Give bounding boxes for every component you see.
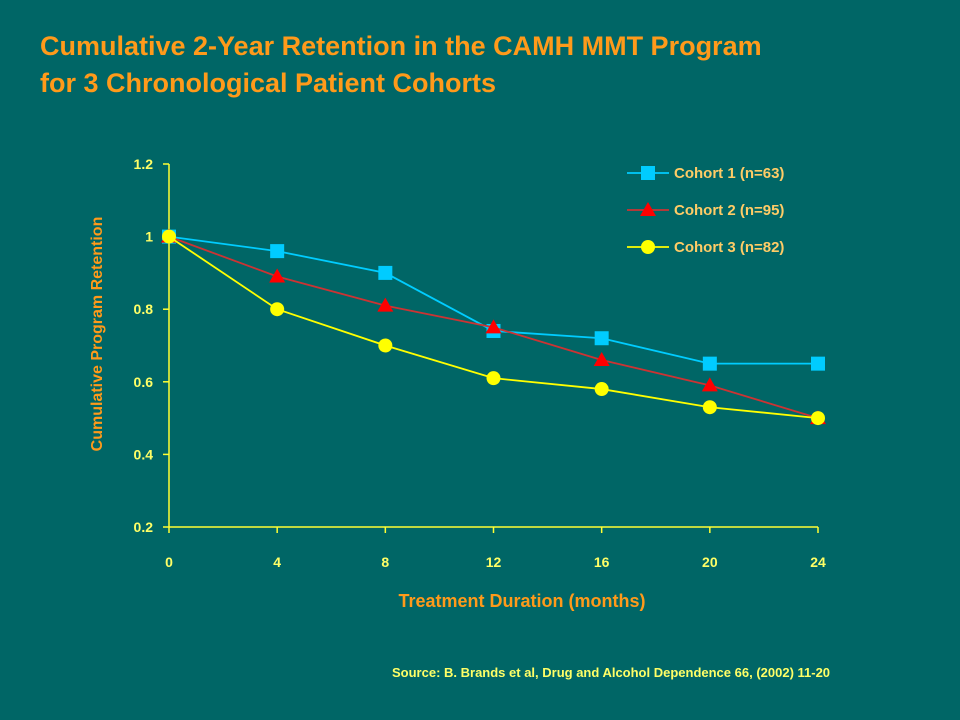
data-point-circle: [378, 338, 393, 353]
data-point-square: [702, 356, 717, 371]
data-point-square: [594, 331, 609, 346]
title-line-2: for 3 Chronological Patient Cohorts: [40, 68, 497, 98]
legend-marker-circle: [641, 240, 655, 254]
axes: 0.2 0.4 0.6 0.8 1 1.2 0 4 8 12 16 20 24 Treatment Dur…: [89, 156, 826, 611]
x-tick-label: 12: [486, 554, 502, 570]
x-tick-label: 0: [165, 554, 173, 570]
data-point-square: [270, 244, 285, 259]
y-axis-title: Cumulative Program Retention: [89, 217, 106, 452]
legend-label: Cohort 2 (n=95): [674, 202, 784, 219]
legend-marker-square: [641, 166, 655, 180]
legend-entry-cohort-3: Cohort 3 (n=82): [627, 239, 784, 256]
data-point-circle: [162, 229, 176, 244]
y-tick-label: 1.2: [134, 156, 154, 172]
legend: Cohort 1 (n=63) Cohort 2 (n=95) Cohort 3 (…: [627, 165, 784, 256]
source-citation: Source: B. Brands et al, Drug and Alcoho…: [392, 665, 831, 680]
data-point-square: [811, 356, 825, 371]
legend-label: Cohort 1 (n=63): [674, 165, 784, 182]
data-point-circle: [702, 400, 717, 415]
data-point-circle: [811, 411, 825, 426]
page-title: Cumulative 2-Year Retention in the CAMH …: [40, 28, 940, 102]
legend-marker-triangle: [640, 202, 656, 216]
data-point-triangle: [593, 352, 610, 367]
x-tick-label: 24: [810, 554, 826, 570]
data-point-square: [378, 265, 393, 280]
series-cohort-2: [161, 228, 826, 425]
legend-entry-cohort-1: Cohort 1 (n=63): [627, 165, 784, 182]
series-group: [161, 228, 826, 426]
y-tick-label: 0.4: [134, 446, 154, 462]
x-tick-label: 20: [702, 554, 718, 570]
x-tick-label: 8: [381, 554, 389, 570]
x-axis-title: Treatment Duration (months): [398, 591, 645, 611]
title-line-1: Cumulative 2-Year Retention in the CAMH …: [40, 31, 762, 61]
data-point-triangle: [377, 297, 394, 312]
y-tick-label: 0.6: [134, 374, 154, 390]
y-tick-label: 1: [145, 229, 153, 245]
legend-label: Cohort 3 (n=82): [674, 239, 784, 256]
legend-entry-cohort-2: Cohort 2 (n=95): [627, 202, 784, 219]
y-tick-label: 0.8: [134, 301, 154, 317]
data-point-triangle: [485, 319, 502, 334]
y-tick-label: 0.2: [134, 519, 154, 535]
data-point-circle: [594, 382, 609, 397]
data-point-circle: [486, 371, 501, 386]
data-point-circle: [270, 302, 285, 317]
series-cohort-3: [162, 229, 825, 426]
data-point-triangle: [269, 268, 286, 283]
x-tick-label: 16: [594, 554, 610, 570]
data-point-triangle: [701, 377, 718, 392]
x-tick-label: 4: [273, 554, 281, 570]
